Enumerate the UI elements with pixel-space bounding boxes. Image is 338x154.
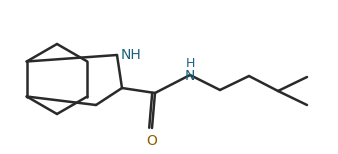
Text: NH: NH: [121, 48, 142, 62]
Text: H: H: [185, 57, 195, 70]
Text: N: N: [185, 69, 195, 83]
Text: O: O: [147, 134, 158, 148]
